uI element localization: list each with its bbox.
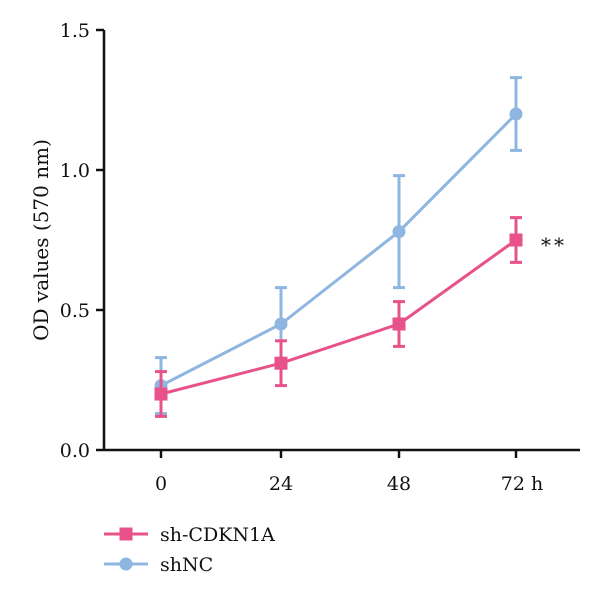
series-sh-CDKN1A bbox=[154, 216, 523, 418]
data-point bbox=[274, 317, 288, 331]
y-tick-label: 1.0 bbox=[60, 160, 90, 182]
y-axis-title: OD values (570 nm) bbox=[29, 139, 53, 341]
axes: 0.0 0.5 1.0 1.5 0 24 48 72 h OD values (570 nm) *… bbox=[29, 20, 580, 495]
data-point bbox=[509, 107, 523, 121]
series-line bbox=[160, 238, 517, 396]
data-point bbox=[509, 233, 523, 247]
y-tick-label: 1.5 bbox=[60, 20, 90, 42]
data-point bbox=[392, 317, 406, 331]
series-shNC bbox=[154, 76, 523, 416]
series-layer bbox=[154, 76, 523, 418]
y-tick-label: 0.0 bbox=[60, 440, 90, 462]
significance-annotation: ** bbox=[541, 233, 567, 257]
x-tick-label: 0 bbox=[155, 473, 167, 495]
legend-item-shNC: shNC bbox=[104, 554, 213, 576]
legend-label: sh-CDKN1A bbox=[160, 524, 275, 546]
legend-marker bbox=[119, 557, 133, 571]
legend-label: shNC bbox=[160, 554, 213, 576]
legend-marker bbox=[119, 527, 133, 541]
legend: sh-CDKN1A shNC bbox=[104, 524, 275, 576]
x-tick-label: 24 bbox=[269, 473, 293, 495]
x-tick-label: 72 h bbox=[501, 473, 543, 495]
legend-item-sh-CDKN1A: sh-CDKN1A bbox=[104, 524, 275, 546]
x-tick-label: 48 bbox=[387, 473, 411, 495]
series-line bbox=[160, 112, 518, 387]
data-point bbox=[392, 225, 406, 239]
data-point bbox=[274, 356, 288, 370]
data-point bbox=[154, 387, 168, 401]
y-tick-label: 0.5 bbox=[60, 300, 90, 322]
